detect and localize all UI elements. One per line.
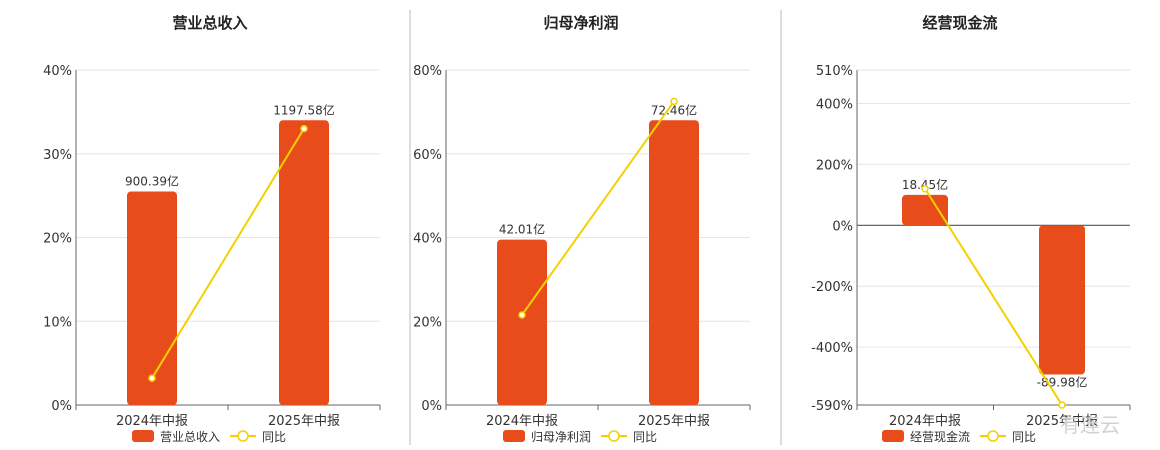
y-tick-label: 20% [413,315,442,330]
y-tick-label: 0% [832,219,853,234]
y-tick-label: -590% [811,399,853,414]
bar-data-label: 18.45亿 [902,177,948,192]
yoy-line [151,128,305,379]
bar-data-label: 1197.58亿 [273,102,335,117]
y-tick-label: 0% [51,399,72,414]
y-tick-label: 200% [816,158,853,173]
legend-label: 同比 [1012,430,1036,444]
yoy-point [300,124,308,133]
watermark: 有连云 [1060,413,1120,437]
y-tick-label: 60% [413,148,442,163]
bar [127,191,177,405]
yoy-point [921,185,929,193]
bar-data-label: 72.46亿 [651,102,697,117]
yoy-point [670,97,678,106]
legend-label: 经营现金流 [910,429,970,444]
bar-data-label: 42.01亿 [499,222,545,237]
y-tick-label: 30% [43,148,72,163]
y-tick-label: 10% [43,315,72,330]
chart-panel-1: 营业总收入 0% 10% 20% 30% 40% 2024年中报 2025年中报 900.39亿… [43,14,381,444]
chart-title: 归母净利润 [543,14,618,32]
y-tick-label: 0% [421,399,442,414]
legend-line-marker [608,430,620,442]
y-tick-label: 400% [816,98,853,113]
legend-label: 同比 [633,430,657,444]
y-tick-label: 40% [413,232,442,247]
bar [902,194,948,226]
x-tick-label: 2024年中报 [116,414,188,429]
bar [1039,225,1085,375]
x-tick-label: 2025年中报 [638,414,710,429]
bar [497,239,547,405]
legend-line-marker [237,430,249,442]
legend-line-marker [987,430,999,442]
chart-title: 经营现金流 [922,14,997,32]
y-tick-label: 40% [43,64,72,79]
legend-bar-swatch [882,430,904,442]
yoy-point [1058,401,1066,409]
bar [279,120,329,405]
x-tick-label: 2025年中报 [1026,414,1098,429]
legend-label: 同比 [262,430,286,444]
yoy-point [518,311,526,319]
chart-panel-2: 归母净利润 0% 20% 40% 60% 80% 2024年中报 2025年中报 42.01亿 7… [413,14,751,444]
yoy-line [521,100,675,316]
y-tick-label: -200% [811,280,853,295]
yoy-line [924,188,1063,406]
bar [649,120,699,405]
x-tick-label: 2024年中报 [889,414,961,429]
legend-label: 营业总收入 [160,430,220,444]
chart-title: 营业总收入 [172,14,247,32]
y-tick-label: -400% [811,341,853,356]
chart-panel-3: 经营现金流 -590% -400% -200% 0% 200% 400% 510% 2024年中… [811,14,1131,444]
bar-data-label: 900.39亿 [125,173,179,188]
x-tick-label: 2024年中报 [486,414,558,429]
legend-bar-swatch [503,430,525,442]
legend-label: 归母净利润 [531,430,591,444]
legend-bar-swatch [132,430,154,442]
x-tick-label: 2025年中报 [268,414,340,429]
y-tick-label: 80% [413,64,442,79]
y-tick-label: 510% [816,64,853,79]
yoy-point [148,374,156,382]
y-tick-label: 20% [43,232,72,247]
